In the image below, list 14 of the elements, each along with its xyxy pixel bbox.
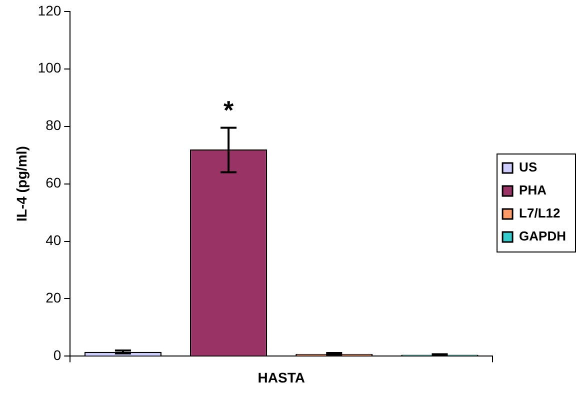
y-tick-label: 100 <box>38 60 62 76</box>
y-tick-label: 120 <box>38 2 62 18</box>
y-tick-label: 60 <box>46 174 62 191</box>
y-tick-label: 20 <box>46 290 62 306</box>
legend-label: PHA <box>519 182 548 198</box>
annotation: * <box>223 94 234 125</box>
y-axis-title: IL-4 (pg/ml) <box>13 146 30 222</box>
legend-label: GAPDH <box>519 228 566 244</box>
y-tick-label: 0 <box>53 347 62 364</box>
y-tick-label: 40 <box>46 232 62 248</box>
y-tick-label: 80 <box>46 117 62 134</box>
legend-label: L7/L12 <box>519 206 560 221</box>
x-tick-label: HASTA <box>258 369 305 386</box>
legend-label: US <box>519 160 538 175</box>
